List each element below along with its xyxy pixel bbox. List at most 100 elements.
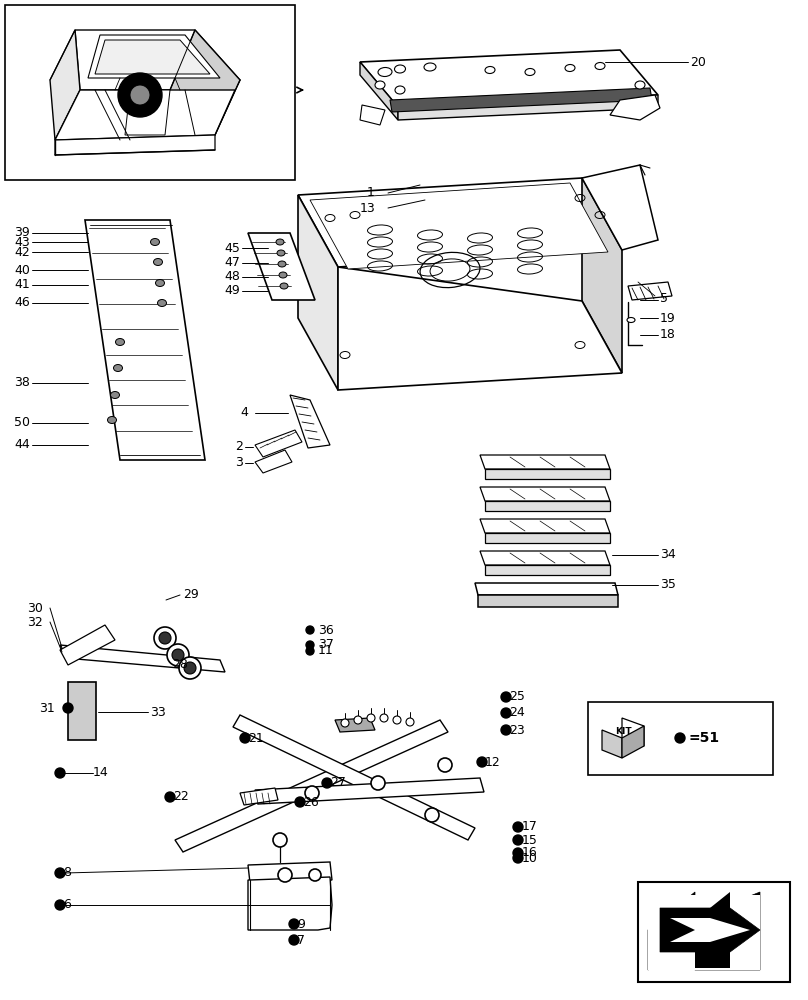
Polygon shape <box>360 50 658 107</box>
Polygon shape <box>360 105 385 125</box>
Text: 23: 23 <box>509 724 524 736</box>
Text: 41: 41 <box>15 278 30 292</box>
Text: 16: 16 <box>522 846 538 859</box>
Text: 7: 7 <box>297 934 305 946</box>
Circle shape <box>438 758 452 772</box>
Bar <box>68 682 96 740</box>
Circle shape <box>341 719 349 727</box>
Polygon shape <box>582 178 622 373</box>
Text: 26: 26 <box>303 796 318 808</box>
Polygon shape <box>485 501 610 511</box>
Text: =51: =51 <box>688 731 719 745</box>
Bar <box>588 702 773 775</box>
Ellipse shape <box>279 272 287 278</box>
Circle shape <box>55 868 65 878</box>
Polygon shape <box>582 165 658 250</box>
Text: 10: 10 <box>522 852 538 864</box>
Ellipse shape <box>627 318 635 322</box>
Text: 50: 50 <box>14 416 30 430</box>
Ellipse shape <box>276 239 284 245</box>
Polygon shape <box>485 565 610 575</box>
Text: 42: 42 <box>15 245 30 258</box>
Text: 34: 34 <box>660 548 675 562</box>
Circle shape <box>675 733 685 743</box>
Polygon shape <box>95 40 210 74</box>
Polygon shape <box>480 455 610 469</box>
Text: 28: 28 <box>172 658 188 672</box>
Circle shape <box>295 797 305 807</box>
Text: 44: 44 <box>15 438 30 452</box>
Text: 15: 15 <box>522 834 538 846</box>
Circle shape <box>165 792 175 802</box>
Polygon shape <box>335 718 375 732</box>
Text: 22: 22 <box>173 790 189 804</box>
Circle shape <box>289 919 299 929</box>
Bar <box>638 882 790 982</box>
Circle shape <box>273 833 287 847</box>
Circle shape <box>501 692 511 702</box>
Text: 30: 30 <box>27 601 43 614</box>
Polygon shape <box>480 551 610 565</box>
Circle shape <box>322 778 332 788</box>
Polygon shape <box>628 282 672 300</box>
Text: 11: 11 <box>318 645 334 658</box>
Polygon shape <box>480 519 610 533</box>
Polygon shape <box>480 487 610 501</box>
Polygon shape <box>622 726 644 758</box>
Circle shape <box>380 714 388 722</box>
Text: 3: 3 <box>235 456 243 470</box>
Circle shape <box>513 853 523 863</box>
Circle shape <box>501 708 511 718</box>
Text: 9: 9 <box>297 918 305 930</box>
Ellipse shape <box>154 258 162 265</box>
Ellipse shape <box>155 279 165 286</box>
Polygon shape <box>255 778 484 804</box>
Polygon shape <box>602 730 622 758</box>
Polygon shape <box>298 178 622 267</box>
Polygon shape <box>610 95 660 120</box>
Circle shape <box>305 786 319 800</box>
Text: 19: 19 <box>660 312 675 324</box>
Circle shape <box>63 703 73 713</box>
Text: KIT: KIT <box>615 728 631 736</box>
Circle shape <box>513 835 523 845</box>
Circle shape <box>55 768 65 778</box>
Circle shape <box>159 632 171 644</box>
Text: 38: 38 <box>14 376 30 389</box>
Circle shape <box>172 649 184 661</box>
Circle shape <box>367 714 375 722</box>
Ellipse shape <box>595 62 605 70</box>
Ellipse shape <box>113 364 123 371</box>
Bar <box>5 5 295 180</box>
Ellipse shape <box>280 283 288 289</box>
Polygon shape <box>298 195 338 390</box>
Polygon shape <box>390 88 652 112</box>
Polygon shape <box>75 30 240 90</box>
Polygon shape <box>338 267 622 390</box>
Ellipse shape <box>635 81 645 89</box>
Polygon shape <box>248 233 315 300</box>
Text: 18: 18 <box>660 328 675 342</box>
Text: 25: 25 <box>509 690 525 704</box>
Bar <box>648 895 760 970</box>
Ellipse shape <box>485 66 495 74</box>
Text: 21: 21 <box>248 732 263 744</box>
Circle shape <box>306 641 314 649</box>
Circle shape <box>477 757 487 767</box>
Polygon shape <box>50 30 80 140</box>
Text: 29: 29 <box>183 588 199 601</box>
Text: 49: 49 <box>225 284 240 298</box>
Text: 2: 2 <box>235 440 243 454</box>
Polygon shape <box>248 877 332 930</box>
Circle shape <box>130 85 150 105</box>
Ellipse shape <box>116 338 124 346</box>
Text: 43: 43 <box>15 235 30 248</box>
Polygon shape <box>290 395 330 448</box>
Circle shape <box>306 647 314 655</box>
Circle shape <box>406 718 414 726</box>
Text: 14: 14 <box>93 766 109 780</box>
Circle shape <box>118 73 162 117</box>
Polygon shape <box>248 862 332 883</box>
Polygon shape <box>233 715 475 840</box>
Polygon shape <box>648 892 760 970</box>
